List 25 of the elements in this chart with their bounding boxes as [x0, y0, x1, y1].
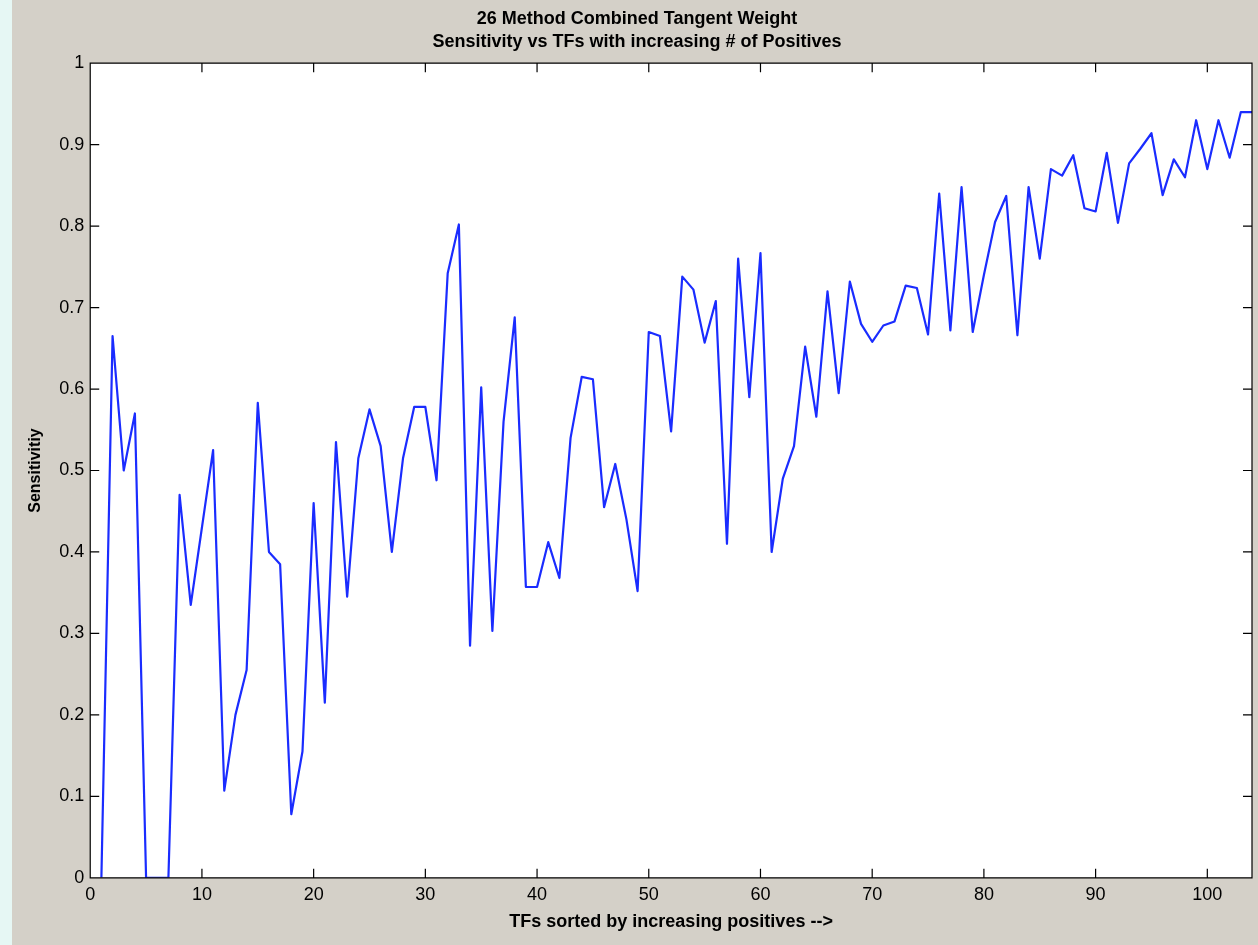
x-tick-label: 60	[750, 883, 771, 904]
y-tick-label: 0.3	[59, 622, 85, 643]
y-tick-label: 0	[74, 866, 85, 887]
x-tick-label: 90	[1085, 883, 1106, 904]
y-tick-label: 0.6	[59, 378, 85, 399]
y-tick-label: 0.8	[59, 215, 85, 236]
x-tick-label: 30	[415, 883, 436, 904]
y-axis-title: Sensitivitiy	[26, 428, 44, 513]
x-tick-label: 70	[862, 883, 883, 904]
y-tick-label: 0.5	[59, 459, 85, 480]
y-tick-label: 0.9	[59, 133, 85, 154]
x-tick-label: 10	[191, 883, 212, 904]
y-tick-label: 0.7	[59, 296, 85, 317]
chart-title: 26 Method Combined Tangent Weight	[476, 7, 798, 28]
x-tick-label: 80	[973, 883, 994, 904]
y-tick-label: 0.1	[59, 785, 85, 806]
y-tick-label: 0.2	[59, 703, 85, 724]
x-tick-label: 100	[1192, 883, 1223, 904]
y-tick-label: 0.4	[59, 540, 85, 561]
y-tick-label: 1	[74, 52, 85, 73]
chart-subtitle: Sensitivity vs TFs with increasing # of Positives	[432, 31, 842, 52]
x-tick-label: 40	[527, 883, 548, 904]
x-tick-label: 50	[638, 883, 659, 904]
x-axis-title: TFs sorted by increasing positives -->	[509, 911, 833, 932]
x-tick-label: 20	[303, 883, 324, 904]
